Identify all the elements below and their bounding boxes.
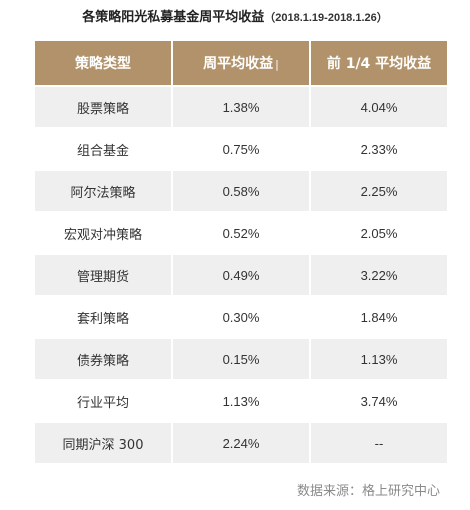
cell-weekly-return: 0.58% <box>171 169 311 213</box>
cell-strategy: 债券策略 <box>33 337 173 381</box>
cell-top-quartile-return: 1.84% <box>309 295 449 339</box>
cell-weekly-return: 0.15% <box>171 337 311 381</box>
cell-top-quartile-return: 2.25% <box>309 169 449 213</box>
cell-weekly-return: 2.24% <box>171 421 311 465</box>
table-row: 宏观对冲策略 0.52% 2.05% <box>33 211 449 255</box>
table-row: 股票策略 1.38% 4.04% <box>33 85 449 129</box>
cell-weekly-return: 0.30% <box>171 295 311 339</box>
title-date-range: （2018.1.19-2018.1.26） <box>264 12 388 24</box>
table-row: 套利策略 0.30% 1.84% <box>33 295 449 339</box>
cell-strategy: 宏观对冲策略 <box>33 211 173 255</box>
cell-weekly-return: 1.13% <box>171 379 311 423</box>
table-row: 同期沪深 300 2.24% -- <box>33 421 449 465</box>
header-weekly-avg-return[interactable]: 周平均收益 | <box>171 39 311 87</box>
cell-weekly-return: 0.49% <box>171 253 311 297</box>
cell-weekly-return: 0.75% <box>171 127 311 171</box>
cell-strategy: 同期沪深 300 <box>33 421 173 465</box>
table-row: 行业平均 1.13% 3.74% <box>33 379 449 423</box>
cell-strategy: 管理期货 <box>33 253 173 297</box>
table-row: 管理期货 0.49% 3.22% <box>33 253 449 297</box>
cell-strategy: 股票策略 <box>33 85 173 129</box>
page-title: 各策略阳光私募基金周平均收益（2018.1.19-2018.1.26） <box>0 6 470 25</box>
title-main: 各策略阳光私募基金周平均收益 <box>82 10 265 25</box>
table-row: 阿尔法策略 0.58% 2.25% <box>33 169 449 213</box>
cell-strategy: 套利策略 <box>33 295 173 339</box>
cell-top-quartile-return: -- <box>309 421 449 465</box>
data-source-note: 数据来源：格上研究中心 <box>296 484 440 499</box>
cell-weekly-return: 0.52% <box>171 211 311 255</box>
table-header-row: 策略类型 周平均收益 | 前 1/4 平均收益 <box>33 39 449 87</box>
table-row: 债券策略 0.15% 1.13% <box>33 337 449 381</box>
cell-top-quartile-return: 2.05% <box>309 211 449 255</box>
cell-top-quartile-return: 1.13% <box>309 337 449 381</box>
header-weekly-avg-return-label: 周平均收益 <box>203 56 274 72</box>
header-top-quartile-return: 前 1/4 平均收益 <box>309 39 449 87</box>
cell-weekly-return: 1.38% <box>171 85 311 129</box>
sort-indicator-icon: | <box>275 58 279 71</box>
cell-strategy: 行业平均 <box>33 379 173 423</box>
cell-strategy: 组合基金 <box>33 127 173 171</box>
cell-top-quartile-return: 4.04% <box>309 85 449 129</box>
cell-top-quartile-return: 2.33% <box>309 127 449 171</box>
strategy-returns-table: 策略类型 周平均收益 | 前 1/4 平均收益 股票策略 1.38% 4.04% … <box>33 39 449 465</box>
header-strategy-type: 策略类型 <box>33 39 173 87</box>
table-row: 组合基金 0.75% 2.33% <box>33 127 449 171</box>
cell-top-quartile-return: 3.74% <box>309 379 449 423</box>
cell-top-quartile-return: 3.22% <box>309 253 449 297</box>
cell-strategy: 阿尔法策略 <box>33 169 173 213</box>
